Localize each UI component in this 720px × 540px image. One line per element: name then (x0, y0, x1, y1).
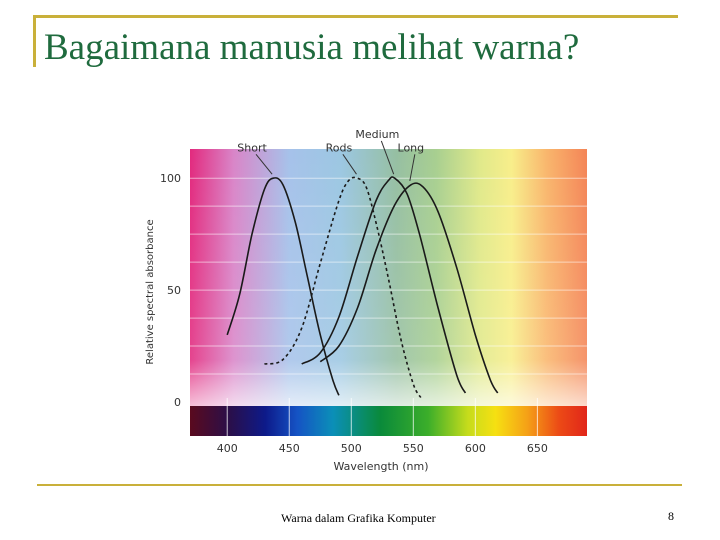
rods-curve (264, 176, 422, 398)
x-tick-label: 500 (341, 442, 362, 455)
short-leader-line (255, 154, 273, 175)
long-label: Long (398, 141, 425, 154)
x-axis-label: Wavelength (nm) (333, 460, 428, 473)
color-bar (190, 406, 587, 436)
y-tick-labels: 0 50 100 (160, 172, 181, 409)
long-leader-line (409, 154, 416, 181)
medium-label: Medium (355, 128, 399, 141)
short-label: Short (237, 141, 267, 154)
y-tick-label: 0 (174, 396, 181, 409)
medium-curve (301, 176, 467, 394)
x-tick-label: 600 (465, 442, 486, 455)
x-tick-label: 650 (527, 442, 548, 455)
rods-leader-line (342, 154, 357, 175)
x-tick-label: 550 (403, 442, 424, 455)
page-number: 8 (668, 509, 674, 523)
medium-leader-line (380, 140, 395, 175)
y-axis-label: Relative spectral absorbance (145, 219, 156, 364)
x-tick-label: 450 (279, 442, 300, 455)
rods-label: Rods (326, 141, 353, 154)
left-rule (33, 15, 36, 67)
y-tick-label: 100 (160, 172, 181, 185)
x-tick-labels: 400 450 500 550 600 650 (217, 442, 548, 455)
top-rule (33, 15, 678, 18)
long-curve (319, 182, 499, 394)
spectrum-fade (190, 149, 587, 406)
short-curve (226, 177, 340, 396)
footer-text: Warna dalam Grafika Komputer (281, 511, 436, 525)
y-tick-label: 50 (167, 284, 181, 297)
curves (226, 176, 499, 398)
x-tick-label: 400 (217, 442, 238, 455)
color-bar-ticks (226, 398, 538, 438)
bottom-rule (37, 484, 682, 486)
gridlines (190, 177, 587, 375)
slide-title: Bagaimana manusia melihat warna? (44, 27, 580, 68)
